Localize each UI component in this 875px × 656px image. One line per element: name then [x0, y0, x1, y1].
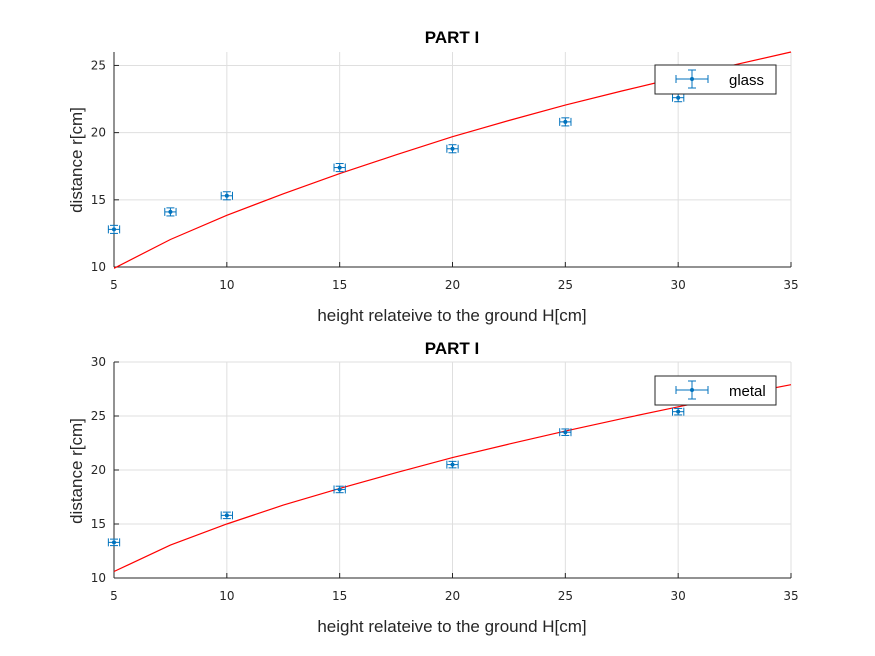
y-axis-label-top: distance r[cm] — [67, 107, 86, 213]
data-point-marker — [676, 95, 681, 100]
legend-bottom: metal — [654, 375, 777, 406]
x-tick-label: 30 — [671, 589, 686, 603]
data-point-errorbar — [220, 511, 233, 520]
data-point-errorbar — [333, 485, 346, 494]
data-point-marker — [224, 193, 229, 198]
y-tick-label: 10 — [91, 571, 106, 585]
x-tick-label: 15 — [332, 589, 347, 603]
y-tick-label: 30 — [91, 355, 106, 369]
x-tick-label: 25 — [558, 589, 573, 603]
y-tick-label: 25 — [91, 409, 106, 423]
data-point-marker — [563, 430, 568, 435]
data-point-errorbar — [672, 407, 685, 416]
y-axis-label-bottom: distance r[cm] — [67, 418, 86, 524]
x-tick-label: 5 — [110, 278, 118, 292]
data-point-marker — [337, 487, 342, 492]
x-tick-label: 30 — [671, 278, 686, 292]
legend-top: glass — [654, 64, 777, 95]
data-point-marker — [112, 227, 116, 232]
data-point-errorbar — [333, 163, 346, 173]
x-tick-label: 35 — [783, 589, 798, 603]
data-point-marker — [224, 513, 229, 518]
x-tick-label: 25 — [558, 278, 573, 292]
y-tick-label: 25 — [91, 58, 106, 72]
data-point-marker — [112, 540, 116, 545]
legend-box-top — [654, 64, 777, 95]
x-tick-label: 20 — [445, 278, 460, 292]
chart-title-top: PART I — [425, 28, 479, 47]
y-tick-label: 15 — [91, 517, 106, 531]
fit-curve — [113, 384, 792, 573]
x-tick-label: 10 — [219, 589, 234, 603]
data-point-errorbar — [164, 207, 177, 217]
y-tick-label: 20 — [91, 463, 106, 477]
data-point-marker — [337, 165, 342, 170]
data-point-errorbar — [446, 460, 459, 469]
legend-errorbar-glyph-top — [675, 69, 709, 89]
x-tick-label: 20 — [445, 589, 460, 603]
chart-panel-bottom: PART I height relateive to the ground H[… — [67, 339, 799, 636]
legend-errorbar-glyph-bottom — [675, 380, 709, 400]
data-point-errorbar — [107, 538, 121, 547]
x-tick-label: 5 — [110, 589, 118, 603]
x-axis-label-bottom: height relateive to the ground H[cm] — [317, 617, 586, 636]
chart-panel-top: PART I height relateive to the ground H[… — [67, 28, 799, 325]
legend-box-bottom — [654, 375, 777, 406]
data-point-marker — [168, 209, 173, 214]
y-tick-label: 20 — [91, 126, 106, 140]
data-point-errorbar — [107, 224, 121, 234]
legend-label-metal: metal — [729, 383, 766, 400]
data-point-errorbar — [559, 117, 572, 127]
data-point-marker — [676, 409, 681, 414]
data-point-errorbar — [559, 428, 572, 437]
data-point-errorbar — [220, 191, 233, 201]
data-point-marker — [450, 462, 455, 467]
data-point-errorbar — [446, 144, 459, 154]
x-tick-label: 10 — [219, 278, 234, 292]
chart-title-bottom: PART I — [425, 339, 479, 358]
data-point-marker — [450, 146, 455, 151]
y-tick-label: 10 — [91, 260, 106, 274]
legend-label-glass: glass — [729, 72, 764, 89]
y-tick-label: 15 — [91, 193, 106, 207]
x-axis-label-top: height relateive to the ground H[cm] — [317, 306, 586, 325]
x-tick-label: 15 — [332, 278, 347, 292]
x-tick-label: 35 — [783, 278, 798, 292]
data-point-marker — [563, 119, 568, 124]
